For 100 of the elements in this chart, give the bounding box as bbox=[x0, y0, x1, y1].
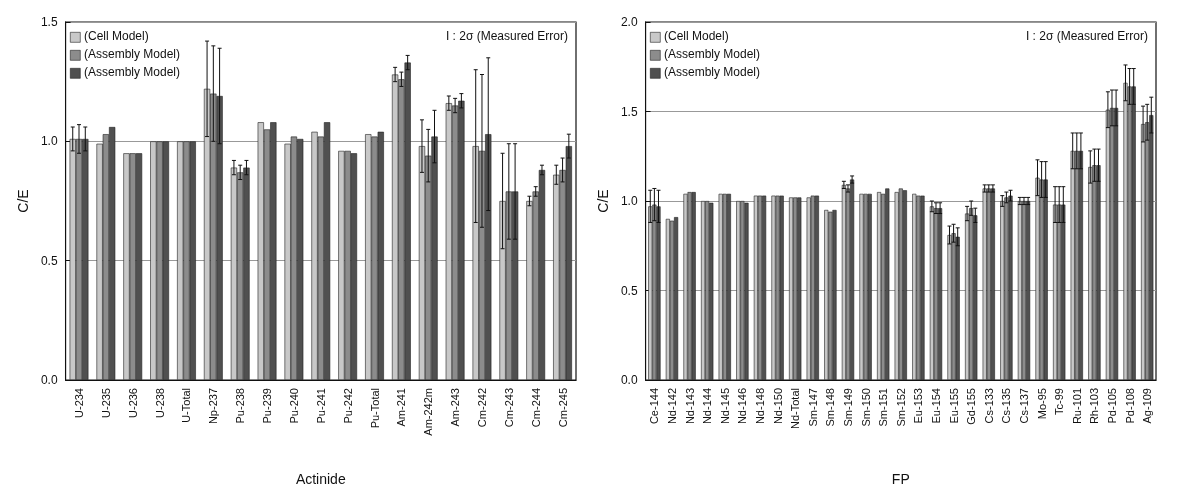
bar bbox=[986, 188, 991, 380]
bar bbox=[762, 195, 767, 380]
x-tick-label: Pd-108 bbox=[1123, 388, 1136, 424]
bar bbox=[1061, 204, 1066, 380]
y-axis-title: C/E bbox=[15, 189, 31, 213]
bar bbox=[1109, 107, 1115, 380]
x-tick-label: Cs-133 bbox=[982, 388, 995, 424]
x-tick-label: Pu-239 bbox=[261, 388, 274, 424]
bar bbox=[1008, 195, 1013, 380]
legend-label: (Cell Model) bbox=[84, 29, 149, 43]
x-tick-label: U-235 bbox=[99, 388, 112, 418]
y-tick-label: 1.5 bbox=[40, 15, 58, 29]
bar bbox=[947, 235, 952, 380]
x-tick-label: Cm-243 bbox=[502, 388, 515, 428]
bar bbox=[648, 206, 653, 380]
bar bbox=[912, 193, 917, 380]
annotation: I : 2σ (Measured Error) bbox=[1025, 29, 1149, 43]
bar bbox=[665, 218, 670, 380]
x-tick-label: Sm-151 bbox=[877, 388, 890, 427]
legend-label: (Assembly Model) bbox=[84, 47, 181, 61]
y-tick-label: 0.0 bbox=[40, 373, 58, 387]
x-tick-label: Cs-135 bbox=[1000, 388, 1013, 424]
y-tick-label: 0.5 bbox=[40, 253, 58, 268]
x-tick-label: U-238 bbox=[153, 388, 166, 418]
bar bbox=[990, 188, 995, 380]
x-tick-label: Sm-148 bbox=[824, 388, 837, 427]
x-tick-label: Sm-147 bbox=[806, 388, 819, 427]
legend-label: (Assembly Model) bbox=[84, 65, 181, 79]
bar bbox=[1131, 86, 1136, 380]
x-tick-label: Am-242m bbox=[422, 388, 435, 436]
bar bbox=[877, 192, 882, 380]
legend-label: (Assembly Model) bbox=[664, 65, 761, 79]
bar bbox=[1114, 107, 1119, 380]
bar bbox=[824, 209, 829, 380]
bar bbox=[1039, 179, 1044, 380]
bar bbox=[894, 192, 899, 380]
x-tick-label: Ce-144 bbox=[648, 388, 661, 425]
bar bbox=[859, 193, 864, 380]
x-tick-label: Eu-155 bbox=[947, 388, 960, 424]
x-tick-label: Cm-245 bbox=[556, 388, 569, 428]
bar bbox=[1088, 166, 1093, 380]
bar bbox=[709, 202, 714, 380]
x-tick-label: Eu-153 bbox=[912, 388, 925, 424]
x-tick-label: Pu-241 bbox=[314, 388, 327, 424]
x-tick-label: U-234 bbox=[73, 388, 86, 418]
y-tick-label: 0.0 bbox=[620, 373, 638, 387]
bar bbox=[1092, 165, 1097, 380]
x-tick-label: Nd-142 bbox=[665, 388, 678, 425]
legend-label: (Assembly Model) bbox=[664, 47, 761, 61]
bar bbox=[691, 192, 696, 380]
y-tick-label: 1.0 bbox=[40, 134, 58, 149]
x-tick-label: Gd-155 bbox=[965, 388, 978, 425]
bar bbox=[726, 193, 731, 380]
x-axis-title: Actinide bbox=[295, 471, 346, 487]
bar bbox=[898, 188, 903, 380]
bar bbox=[867, 193, 872, 380]
bar bbox=[674, 217, 679, 380]
x-tick-label: Pu-242 bbox=[341, 388, 354, 424]
bar bbox=[652, 204, 657, 380]
bar bbox=[1026, 201, 1031, 380]
x-tick-label: Nd-144 bbox=[701, 388, 714, 425]
bar bbox=[810, 195, 815, 380]
bar bbox=[1053, 204, 1058, 380]
x-tick-label: Np-237 bbox=[207, 388, 220, 425]
bar bbox=[1000, 201, 1005, 380]
bar bbox=[1004, 197, 1009, 380]
bar bbox=[1017, 201, 1022, 380]
bar bbox=[916, 195, 921, 380]
x-tick-label: Nd-145 bbox=[718, 388, 731, 425]
x-tick-label: Tc-99 bbox=[1053, 388, 1066, 415]
bar bbox=[744, 202, 749, 380]
bar bbox=[775, 195, 780, 380]
x-tick-label: Am-243 bbox=[449, 388, 462, 427]
x-tick-label: Pu-238 bbox=[234, 388, 247, 424]
bar bbox=[736, 201, 741, 380]
x-tick-label: Am-241 bbox=[395, 388, 408, 427]
bar bbox=[656, 206, 661, 380]
bar bbox=[1070, 150, 1075, 380]
x-tick-label: Mo-95 bbox=[1035, 388, 1048, 420]
bar bbox=[863, 193, 868, 380]
legend-label: (Cell Model) bbox=[664, 29, 729, 43]
bar bbox=[1096, 165, 1101, 380]
bar bbox=[902, 190, 907, 380]
bar bbox=[814, 195, 819, 380]
bar bbox=[969, 208, 974, 380]
x-tick-label: Pd-105 bbox=[1106, 388, 1118, 424]
x-tick-label: Cm-242 bbox=[475, 388, 488, 428]
x-tick-label: Sm-150 bbox=[859, 388, 872, 427]
bar bbox=[806, 197, 811, 380]
bar bbox=[929, 206, 934, 380]
bar bbox=[779, 195, 784, 380]
annotation: I : 2σ (Measured Error) bbox=[445, 29, 569, 43]
bar bbox=[1141, 124, 1146, 380]
x-tick-label: Ru-101 bbox=[1070, 388, 1083, 425]
bar bbox=[1123, 82, 1128, 380]
bar bbox=[669, 220, 675, 380]
bar bbox=[789, 197, 794, 380]
bar bbox=[701, 201, 706, 380]
bar bbox=[933, 208, 939, 380]
bar bbox=[740, 201, 745, 380]
